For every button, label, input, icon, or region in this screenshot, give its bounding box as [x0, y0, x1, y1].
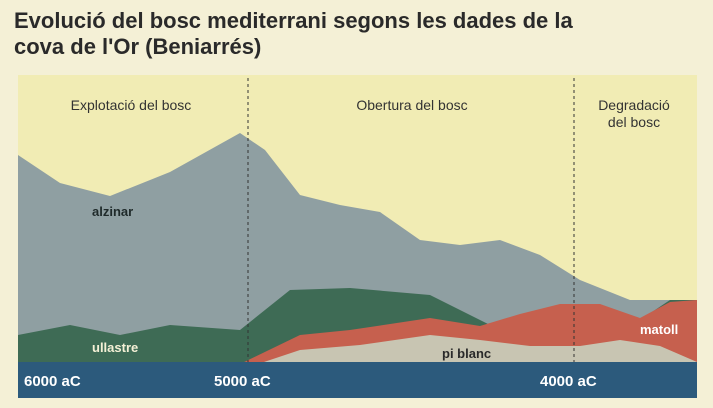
- series-label: matoll: [640, 322, 678, 337]
- period-label: Explotació del bosc: [71, 97, 192, 113]
- axis-label: 4000 aC: [540, 373, 597, 390]
- axis-label: 5000 aC: [214, 373, 271, 390]
- period-label: Degradació: [598, 97, 670, 113]
- pi-blanc-area: [255, 335, 697, 365]
- period-label: Obertura del bosc: [356, 97, 467, 113]
- series-label: pi blanc: [442, 346, 491, 361]
- series-label: ullastre: [92, 340, 138, 355]
- axis-label: 6000 aC: [24, 373, 81, 390]
- series-label: alzinar: [92, 204, 133, 219]
- alzinar-area: [18, 133, 697, 365]
- title-line: cova de l'Or (Beniarrés): [14, 34, 262, 59]
- period-label: del bosc: [608, 114, 660, 130]
- title-line: Evolució del bosc mediterrani segons les…: [14, 8, 573, 33]
- title: Evolució del bosc mediterrani segons les…: [14, 8, 573, 60]
- axis-band: [18, 362, 697, 398]
